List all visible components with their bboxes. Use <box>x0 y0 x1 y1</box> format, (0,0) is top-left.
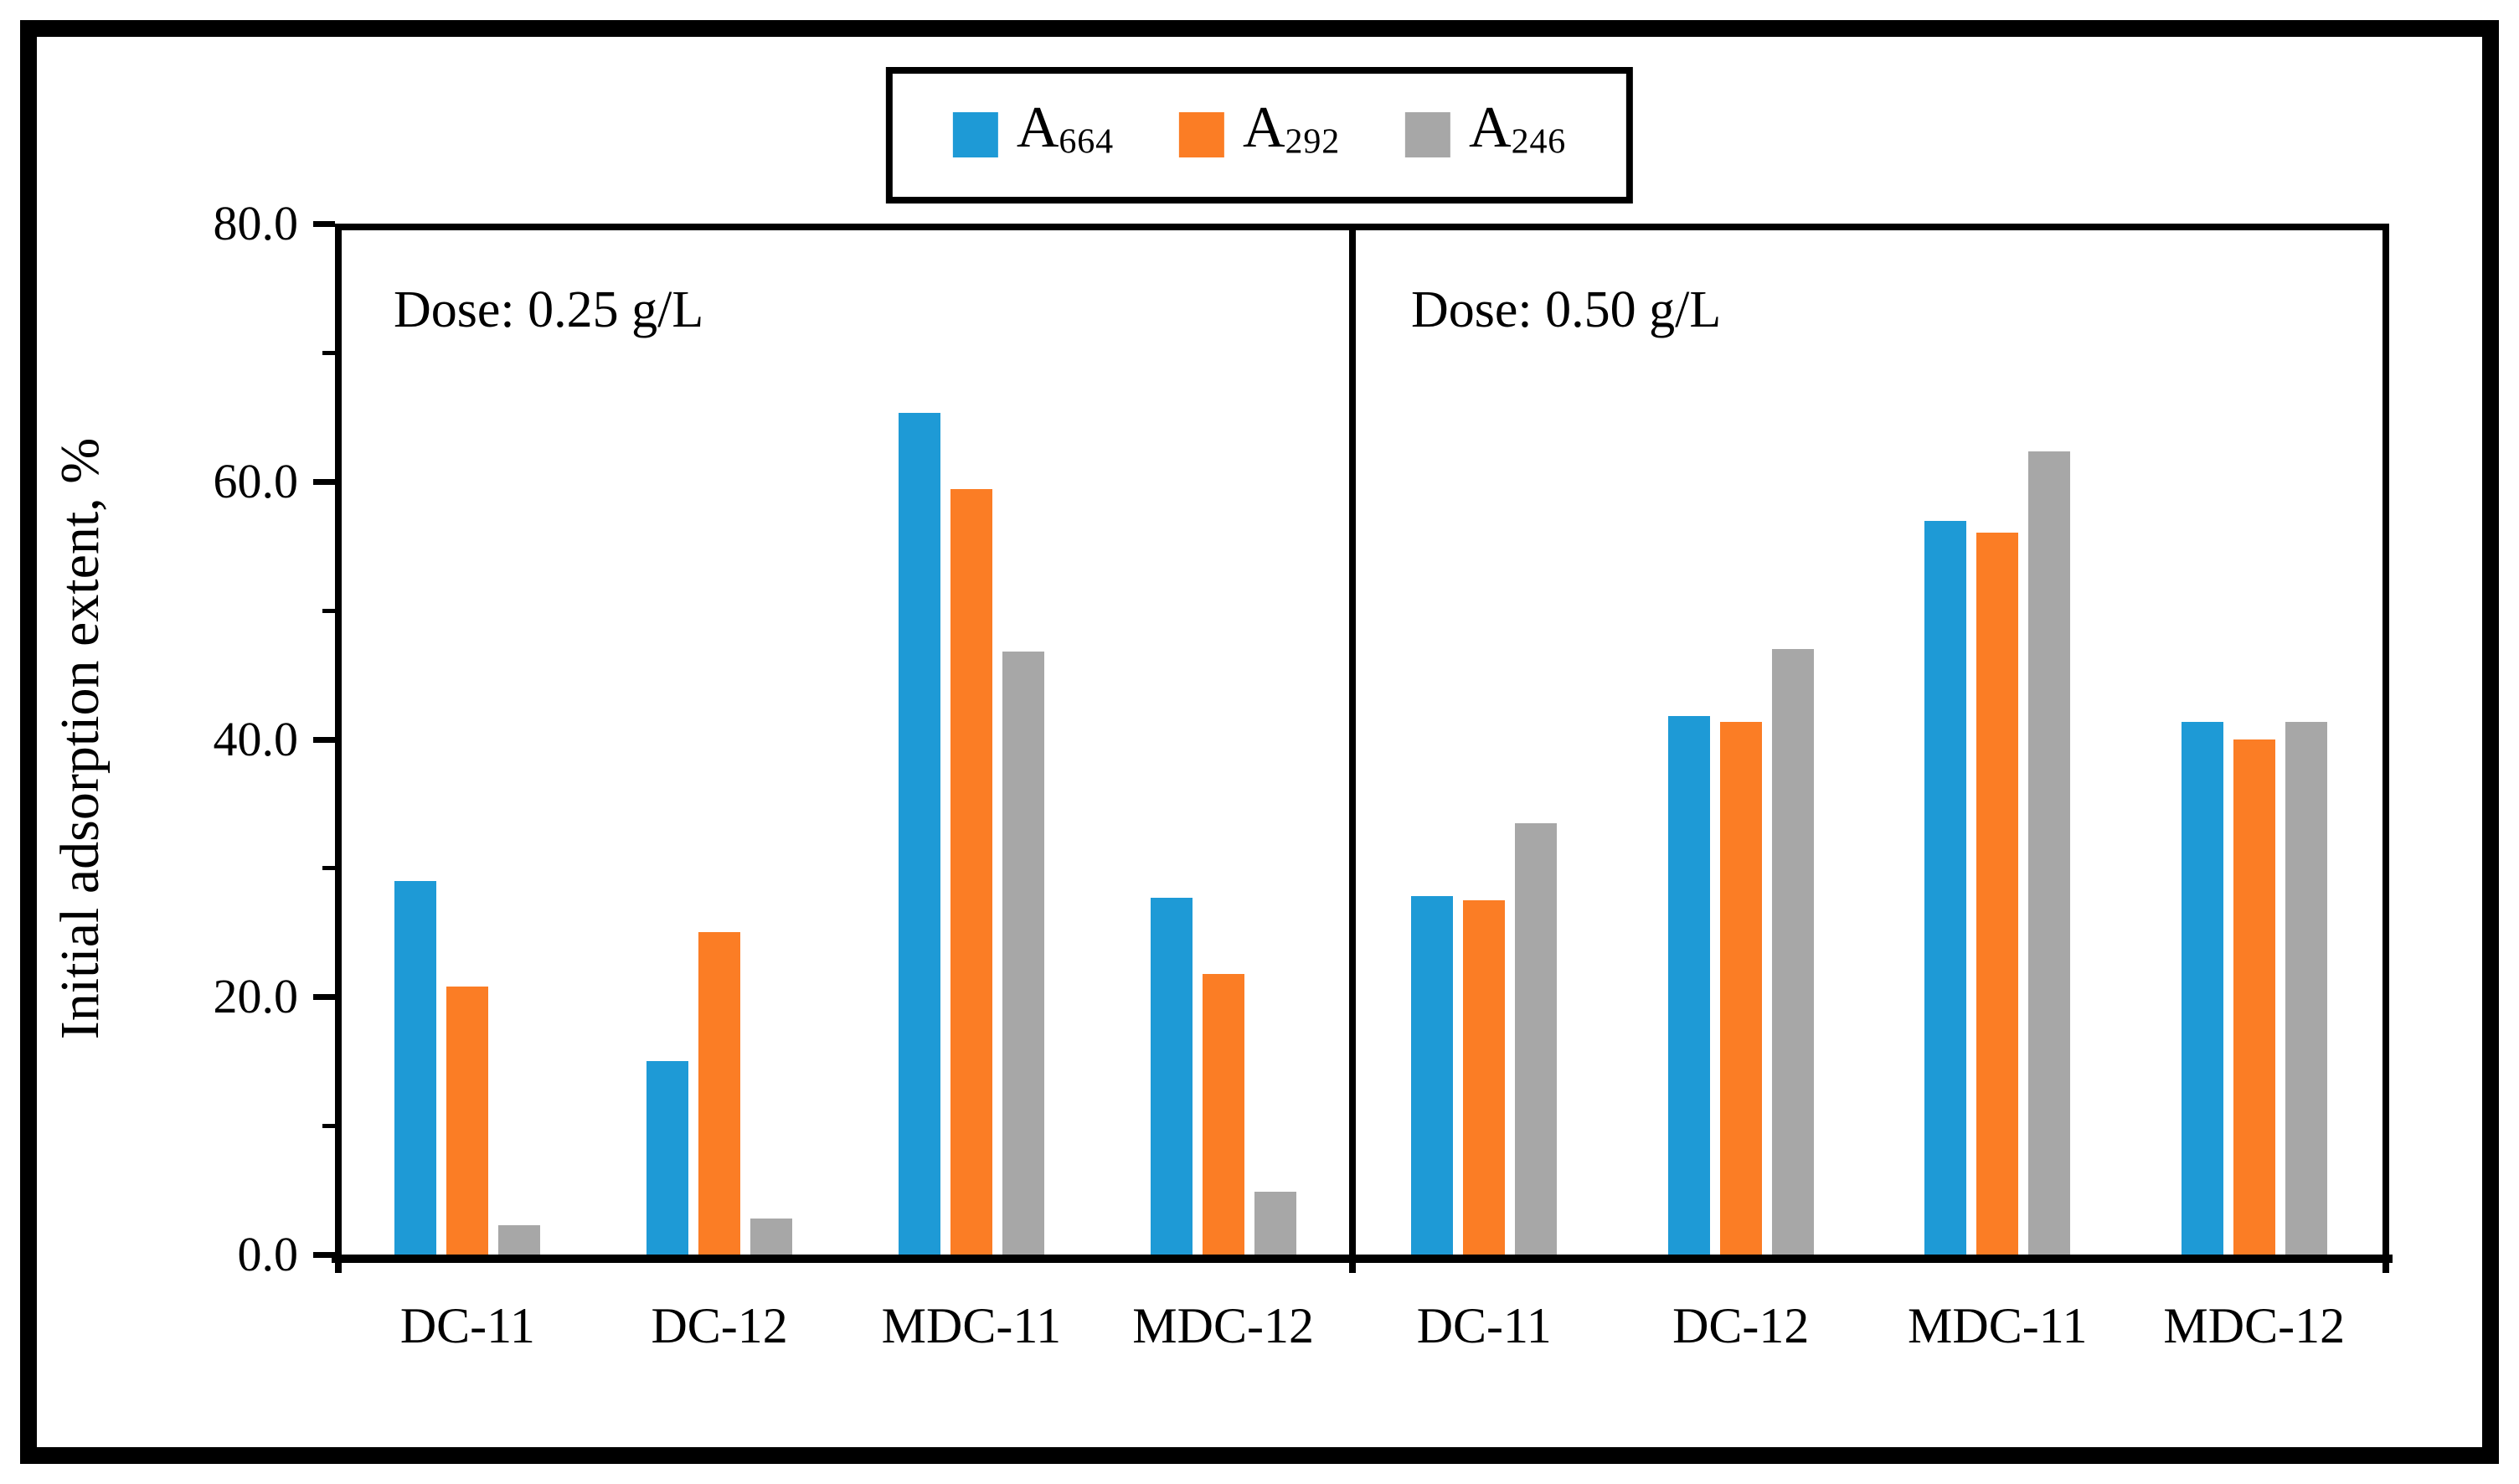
bar-dc-11-a664 <box>1411 896 1454 1255</box>
bar-dc-11-a246 <box>1515 822 1558 1255</box>
y-tick-label: 60.0 <box>213 453 299 508</box>
y-major-tick <box>313 221 335 227</box>
bar-dc-12-a246 <box>750 1218 793 1255</box>
y-major-tick <box>313 478 335 485</box>
bar-mdc-11-a664 <box>898 413 940 1255</box>
bar-dc-12-a664 <box>1667 715 1710 1255</box>
panel-right-title: Dose: 0.50 g/L <box>1411 281 1722 338</box>
bar-mdc-11-a664 <box>1924 521 1967 1255</box>
legend-item-a246: A246 <box>1405 99 1566 172</box>
y-major-tick <box>313 736 335 743</box>
legend-item-a292: A292 <box>1178 95 1341 172</box>
x-tick-label: MDC-12 <box>1132 1298 1314 1353</box>
y-tick-label: 80.0 <box>213 196 299 250</box>
bar-dc-12-a246 <box>1771 648 1814 1255</box>
legend-item-a664: A664 <box>952 95 1114 172</box>
bar-mdc-12-a292 <box>1202 973 1244 1255</box>
legend-label-a292: A292 <box>1242 95 1341 162</box>
bar-dc-11-a292 <box>1463 899 1506 1255</box>
figure-border <box>20 20 2499 1464</box>
bar-mdc-11-a292 <box>1976 533 2019 1255</box>
legend-swatch-a664 <box>952 112 998 158</box>
y-axis-line <box>335 224 342 1273</box>
bar-mdc-12-a292 <box>2233 739 2275 1255</box>
plot-border-right <box>2382 224 2389 1273</box>
y-minor-tick <box>322 1124 335 1129</box>
x-tick-label: MDC-11 <box>881 1298 1062 1353</box>
y-major-tick <box>313 994 335 1001</box>
y-minor-tick <box>322 350 335 355</box>
bar-dc-11-a664 <box>394 880 437 1255</box>
legend-swatch-a246 <box>1405 112 1451 158</box>
x-tick-label: DC-11 <box>1416 1298 1552 1353</box>
y-axis-title: Initial adsorption extent, % <box>49 437 111 1040</box>
bar-mdc-12-a246 <box>1254 1191 1296 1255</box>
bar-mdc-11-a246 <box>1002 651 1044 1255</box>
panel-divider-line <box>1349 224 1356 1273</box>
y-minor-tick <box>322 608 335 613</box>
legend-label-a246: A246 <box>1469 95 1567 162</box>
y-tick-label: 0.0 <box>237 1227 299 1281</box>
y-tick-label: 40.0 <box>213 711 299 766</box>
x-tick-label: MDC-12 <box>2163 1298 2346 1353</box>
bar-dc-12-a664 <box>646 1061 689 1255</box>
bar-mdc-12-a664 <box>2181 722 2223 1255</box>
y-minor-tick <box>322 866 335 871</box>
x-tick-label: MDC-11 <box>1908 1298 2088 1353</box>
plot-border-top <box>335 224 2389 230</box>
bar-dc-11-a246 <box>498 1224 541 1255</box>
y-tick-label: 20.0 <box>213 969 299 1024</box>
x-axis-line <box>332 1255 2393 1263</box>
x-tick-label: DC-11 <box>399 1298 535 1353</box>
bar-mdc-12-a664 <box>1150 897 1193 1255</box>
x-tick-label: DC-12 <box>1672 1298 1810 1353</box>
bar-mdc-11-a292 <box>950 488 992 1255</box>
x-tick-label: DC-12 <box>651 1298 788 1353</box>
legend: A664 A292 A246 <box>885 67 1634 204</box>
y-major-tick <box>313 1252 335 1258</box>
bar-dc-12-a292 <box>1719 722 1762 1255</box>
panel-left-title: Dose: 0.25 g/L <box>394 281 704 338</box>
bar-mdc-11-a246 <box>2028 451 2071 1255</box>
bar-dc-12-a292 <box>698 932 741 1255</box>
legend-swatch-a292 <box>1178 112 1224 158</box>
bar-mdc-12-a246 <box>2285 722 2327 1255</box>
legend-label-a664: A664 <box>1016 95 1114 162</box>
bar-dc-11-a292 <box>446 986 489 1255</box>
